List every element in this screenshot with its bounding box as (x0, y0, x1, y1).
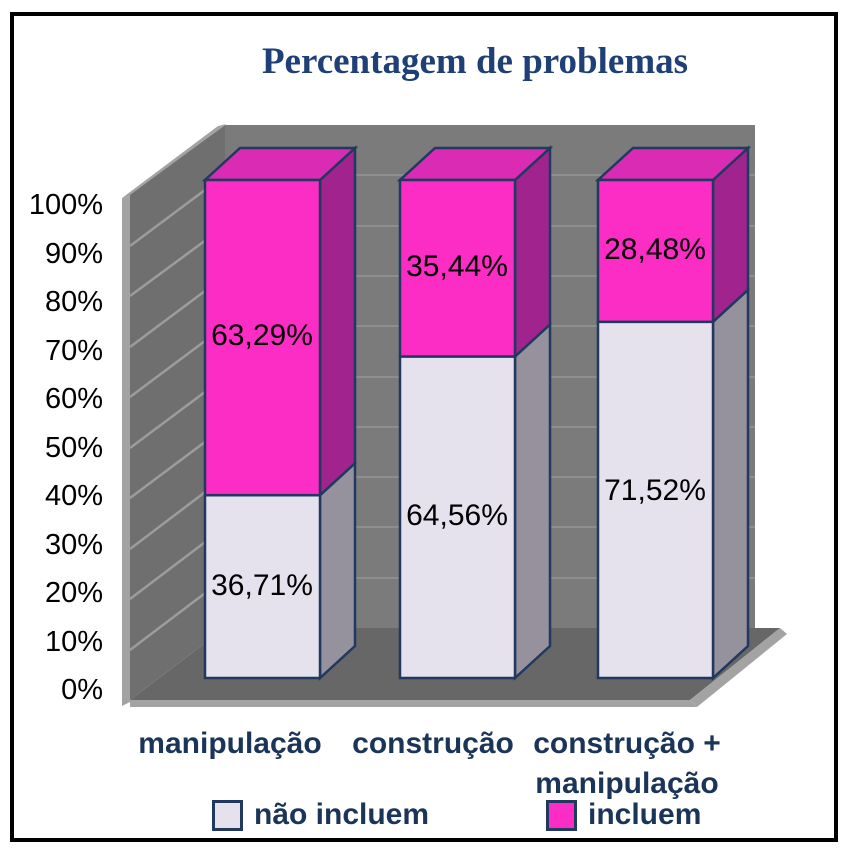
side-wall-top-bevel (122, 124, 226, 198)
legend-item-nao-incluem: não incluem (212, 798, 429, 832)
ytick-90: 90% (44, 238, 103, 270)
outer-frame (10, 12, 838, 842)
category-label-manipulacao: manipulação (138, 727, 322, 760)
ytick-40: 40% (44, 480, 103, 512)
ytick-50: 50% (44, 432, 103, 464)
value-label-incluem-construcao-manipulacao: 28,48% (604, 233, 706, 266)
bars-group (201, 145, 752, 681)
ytick-0: 0% (61, 674, 103, 706)
side-wall-left-bevel (122, 196, 130, 706)
ytick-30: 30% (44, 529, 103, 561)
value-label-nao-incluem-construcao: 64,56% (406, 499, 508, 532)
value-label-incluem-construcao: 35,44% (406, 250, 508, 283)
chart-title: Percentagem de problemas (261, 41, 689, 82)
ytick-80: 80% (44, 286, 103, 318)
bar-2-incluem-front (596, 178, 715, 324)
ytick-20: 20% (44, 577, 103, 609)
category-label-construcao-manipulacao: construção + manipulação (533, 727, 721, 800)
bar-0-incluem-front (203, 178, 322, 497)
value-label-nao-incluem-construcao-manipulacao: 71,52% (604, 474, 706, 507)
legend-swatch-incluem (546, 799, 577, 831)
legend-label-nao-incluem: não incluem (254, 798, 430, 831)
floor-front-bevel (130, 700, 697, 707)
bar-1-incluem-front (398, 178, 517, 358)
legend-label-incluem: incluem (588, 798, 702, 831)
legend-item-incluem: incluem (546, 798, 701, 832)
bar-1-nao-incluem-front (398, 355, 517, 680)
ytick-60: 60% (44, 383, 103, 415)
ytick-10: 10% (44, 626, 103, 658)
legend-swatch-nao-incluem (212, 799, 243, 831)
value-label-nao-incluem-manipulacao: 36,71% (211, 569, 313, 602)
ytick-70: 70% (44, 335, 103, 367)
bar-0-nao-incluem-front (203, 493, 322, 680)
value-label-incluem-manipulacao: 63,29% (211, 319, 313, 352)
ytick-100: 100% (28, 189, 103, 221)
category-label-construcao: construção (352, 727, 514, 760)
bar-2-nao-incluem-front (596, 320, 715, 680)
floor-right-bevel (690, 628, 787, 707)
